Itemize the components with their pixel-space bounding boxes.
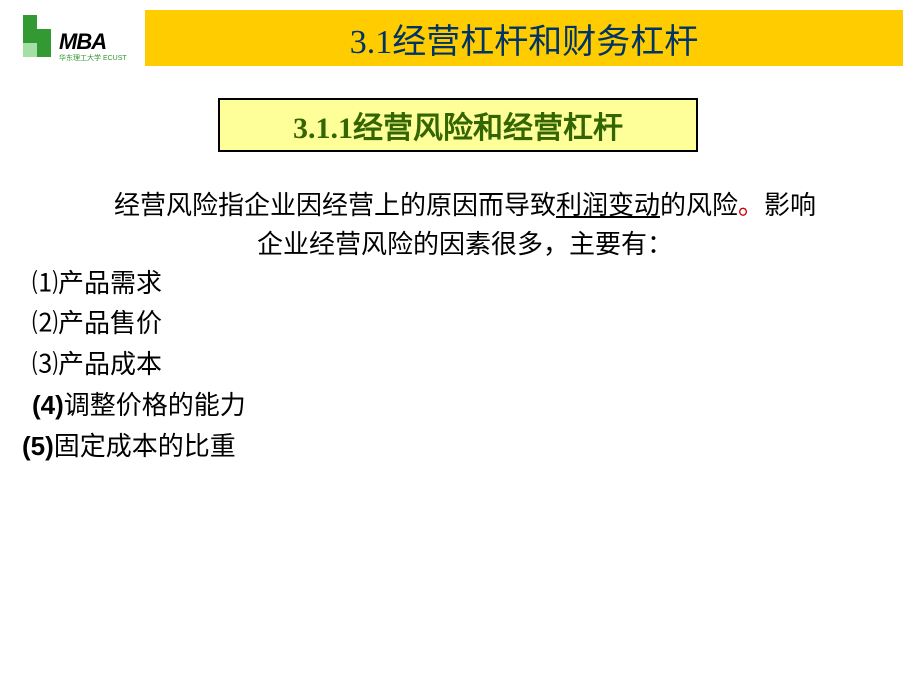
list-text: 调整价格的能力	[64, 391, 246, 420]
list-item: (5)固定成本的比重	[22, 426, 246, 467]
list-num: (4)	[32, 390, 64, 420]
intro-mid: 的风险	[660, 191, 738, 220]
list-num: ⑶	[32, 350, 58, 379]
list-item: (4)调整价格的能力	[32, 385, 246, 426]
intro-suffix2: 企业经营风险的因素很多，主要有：	[257, 230, 673, 259]
list-item: ⑴产品需求	[32, 264, 246, 304]
list-text: 产品售价	[58, 309, 162, 338]
list-text: 产品成本	[58, 350, 162, 379]
list-item: ⑵产品售价	[32, 304, 246, 344]
list-num: ⑴	[32, 269, 58, 298]
list-num: (5)	[22, 431, 54, 461]
list-text: 固定成本的比重	[54, 432, 236, 461]
logo: MBA 华东理工大学 ECUST	[15, 15, 135, 67]
subtitle-text: 3.1.1经营风险和经营杠杆	[293, 103, 623, 147]
title-bar: 3.1经营杠杆和财务杠杆	[145, 10, 903, 66]
intro-period: 。	[738, 191, 764, 220]
list-num: ⑵	[32, 309, 58, 338]
list-text: 产品需求	[58, 269, 162, 298]
intro-paragraph: 经营风险指企业因经营上的原因而导致利润变动的风险。影响企业经营风险的因素很多，主…	[40, 186, 890, 264]
factor-list: ⑴产品需求 ⑵产品售价 ⑶产品成本 (4)调整价格的能力 (5)固定成本的比重	[32, 264, 246, 467]
intro-suffix1: 影响	[764, 191, 816, 220]
subtitle-box: 3.1.1经营风险和经营杠杆	[218, 98, 698, 152]
intro-underlined: 利润变动	[556, 191, 660, 220]
intro-prefix: 经营风险指企业因经营上的原因而导致	[114, 191, 556, 220]
logo-subtext: 华东理工大学 ECUST	[59, 53, 127, 63]
title-text: 3.1经营杠杆和财务杠杆	[350, 14, 699, 63]
list-item: ⑶产品成本	[32, 345, 246, 385]
logo-brand-text: MBA	[59, 29, 106, 55]
